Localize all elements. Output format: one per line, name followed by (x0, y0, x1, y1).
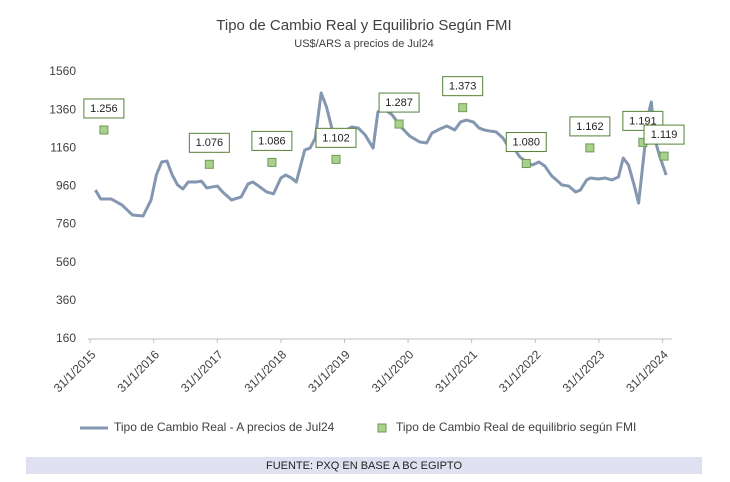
y-tick-label: 360 (56, 293, 76, 307)
x-tick-label: 31/1/2016 (114, 347, 162, 395)
data-label-box (315, 127, 357, 148)
data-label-box (505, 132, 547, 153)
data-label: 1.119 (651, 129, 678, 141)
chart-title: Tipo de Cambio Real y Equilibrio Según F… (216, 17, 511, 34)
data-label-box (251, 130, 293, 151)
y-tick-label: 960 (56, 179, 76, 193)
legend-swatch (377, 423, 387, 433)
data-label: 1.191 (629, 115, 657, 127)
point (204, 159, 214, 169)
x-tick-label: 31/1/2023 (560, 347, 608, 395)
data-label: 1.162 (576, 121, 604, 133)
source: FUENTE: PXQ EN BASE A BC EGIPTO (266, 460, 462, 472)
x-tick-label: 31/1/2018 (242, 347, 290, 395)
data-label-box (378, 92, 420, 113)
source-bar (26, 457, 702, 474)
y-tick-label: 1360 (49, 102, 76, 116)
data-label-box (442, 76, 484, 97)
data-label-box (83, 98, 125, 119)
data-label: 1.076 (196, 137, 224, 149)
line-series (94, 91, 668, 218)
point (521, 159, 531, 169)
point (267, 157, 277, 167)
data-label: 1.256 (90, 103, 118, 115)
point (458, 103, 468, 113)
point (659, 151, 669, 161)
y-tick-label: 160 (56, 331, 76, 345)
data-label: 1.102 (322, 132, 350, 144)
point (394, 119, 404, 129)
point (99, 125, 109, 135)
x-tick-label: 31/1/2021 (432, 347, 480, 395)
x-tick-label: 31/1/2024 (623, 347, 671, 395)
data-label: 1.287 (385, 97, 413, 109)
chart-subtitle: US$/ARS a precios de Jul24 (294, 38, 433, 50)
data-label-box (188, 132, 230, 153)
data-label: 1.373 (449, 81, 477, 93)
y-tick-label: 560 (56, 255, 76, 269)
data-label-box (569, 116, 611, 137)
data-label: 1.086 (258, 135, 286, 147)
y-tick-label: 760 (56, 217, 76, 231)
point (331, 154, 341, 164)
legend-label: Tipo de Cambio Real - A precios de Jul24 (114, 420, 335, 434)
point (585, 143, 595, 153)
x-tick-label: 31/1/2020 (369, 347, 417, 395)
x-tick-label: 31/1/2022 (496, 347, 544, 395)
data-label: 1.080 (512, 136, 540, 148)
legend-label: Tipo de Cambio Real de equilibrio según … (396, 420, 636, 434)
y-tick-label: 1160 (50, 140, 76, 154)
data-label-box (643, 124, 685, 145)
x-tick-label: 31/1/2017 (178, 347, 226, 395)
x-tick-label: 31/1/2019 (305, 347, 353, 395)
x-tick-label: 31/1/2015 (51, 347, 99, 395)
y-tick-label: 1560 (49, 64, 76, 78)
